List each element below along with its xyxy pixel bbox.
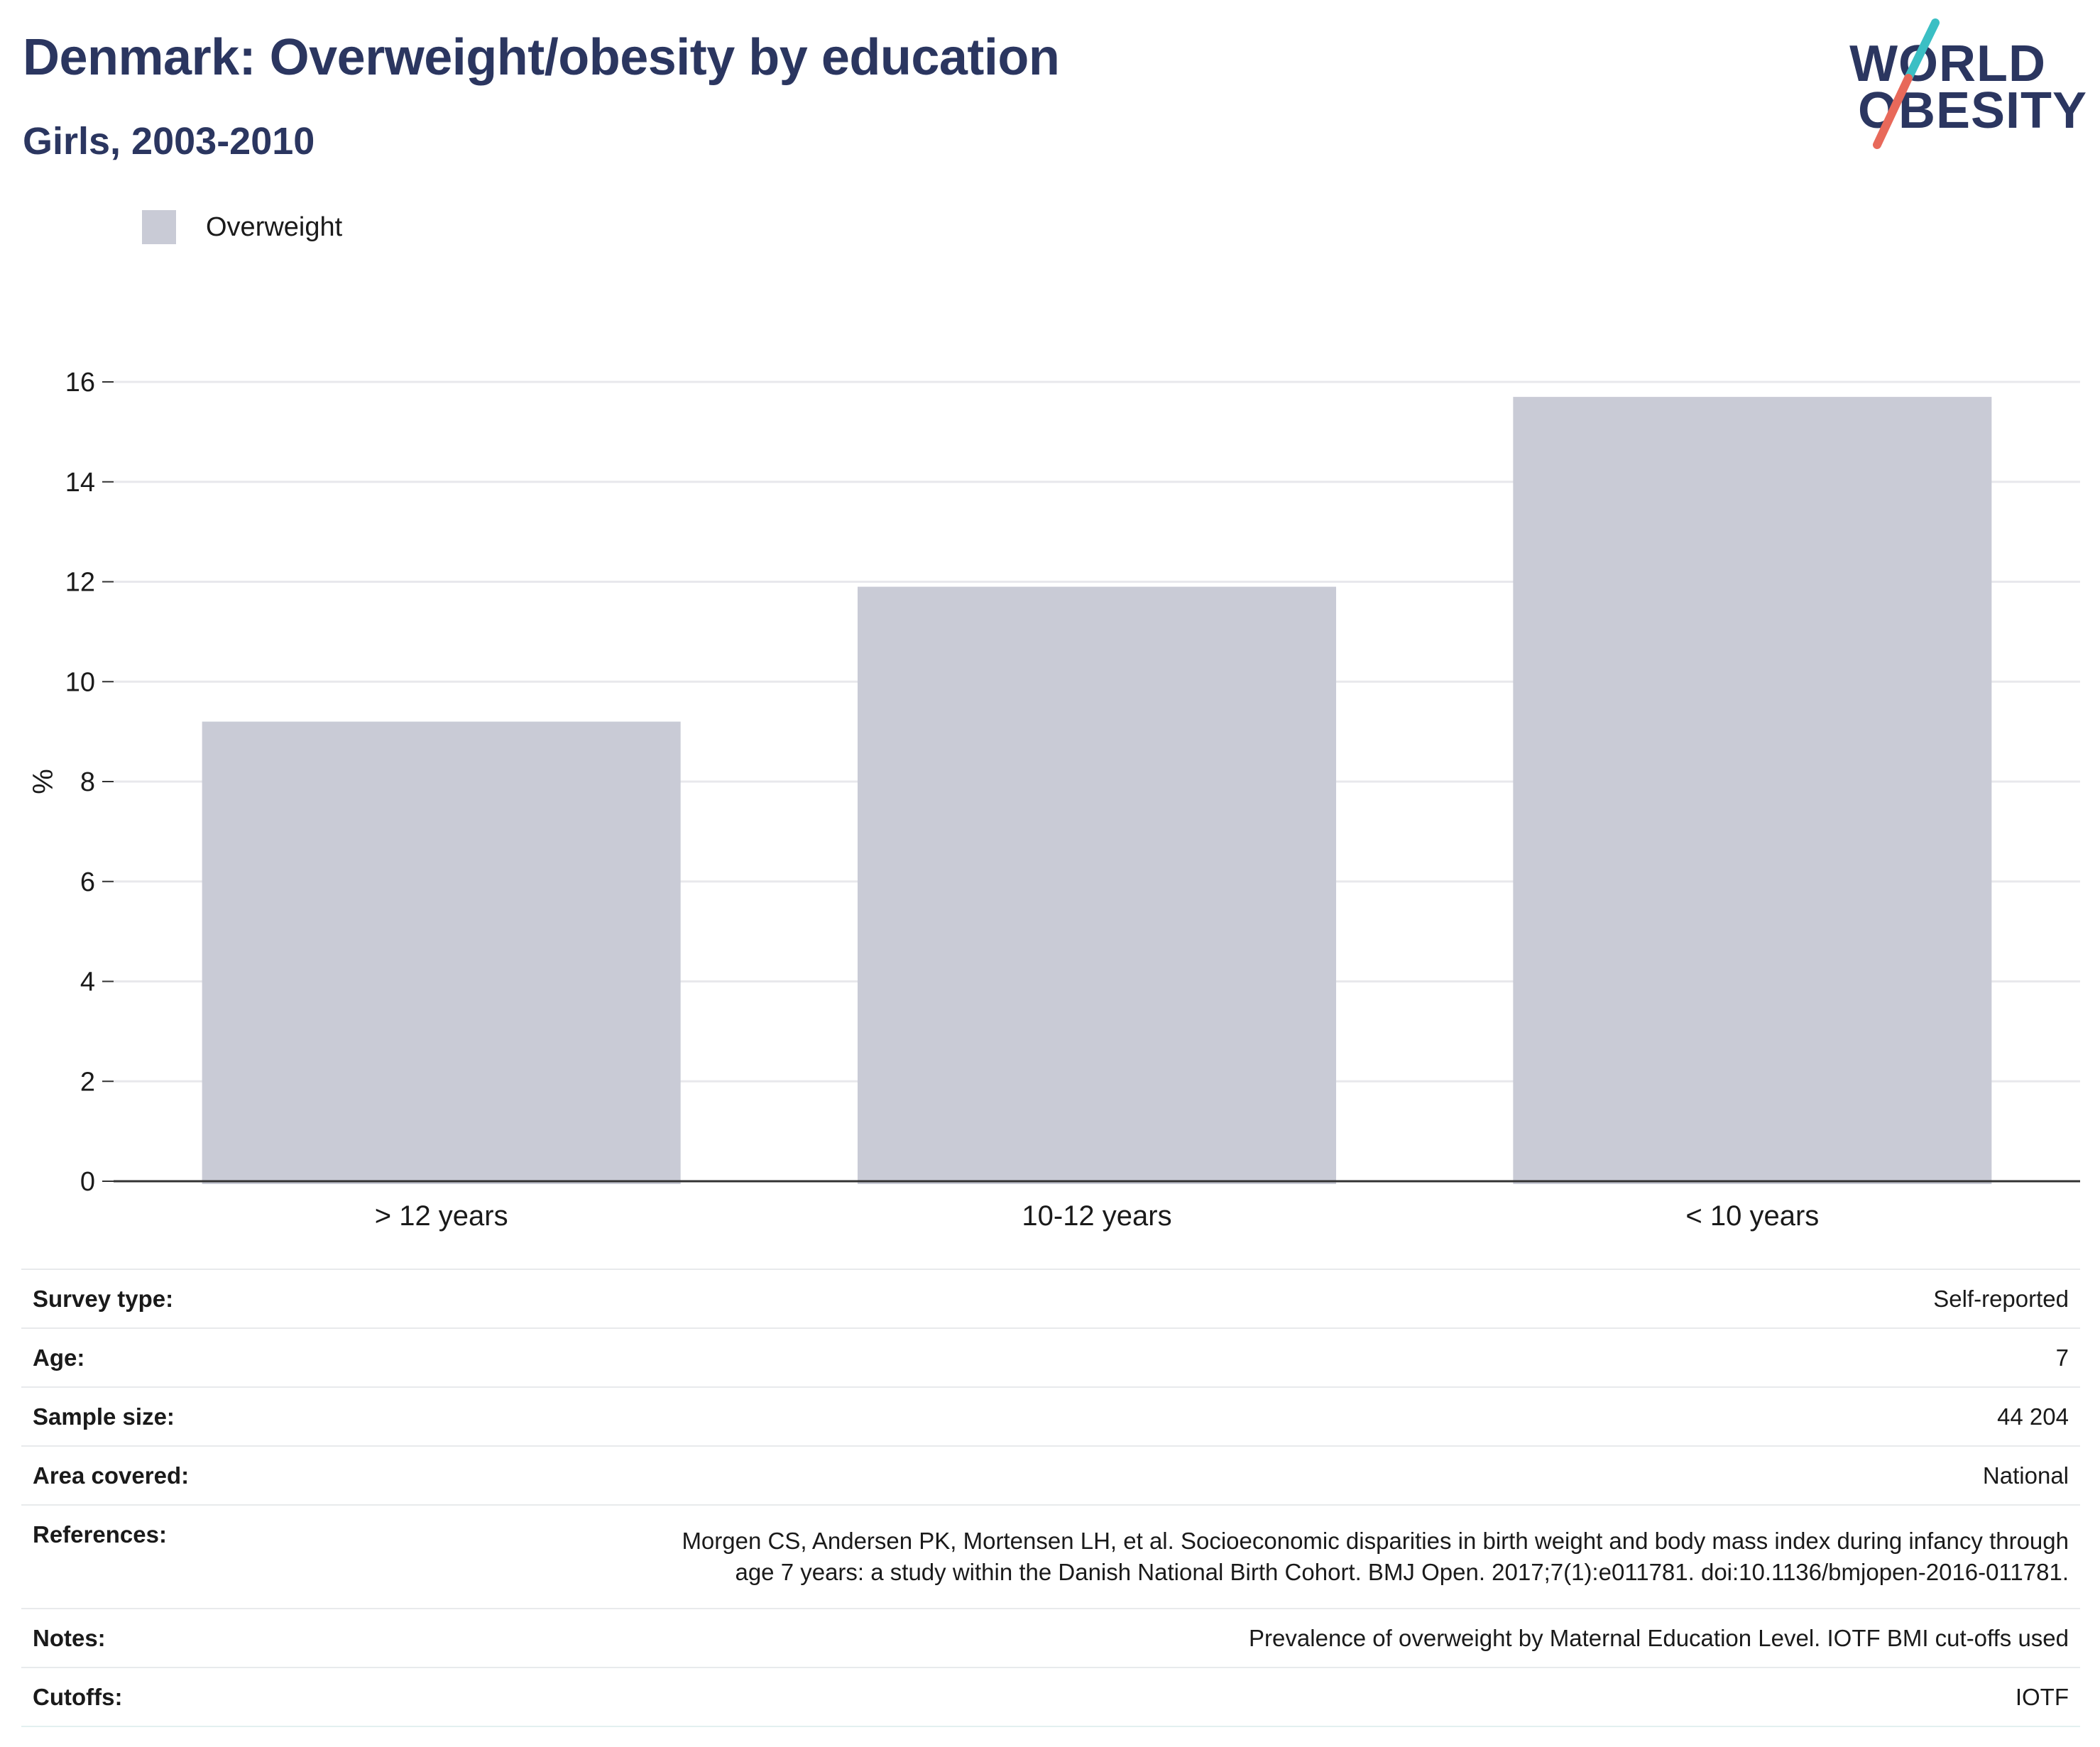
bars [202, 397, 1992, 1184]
info-value: 7 [342, 1327, 2080, 1387]
info-value: National [342, 1445, 2080, 1505]
legend-swatch-overweight[interactable] [142, 210, 176, 244]
bar[interactable] [1513, 397, 1992, 1184]
world-obesity-logo: WORLD OBESITY [1846, 17, 2087, 152]
y-tick-label: 16 [65, 368, 95, 398]
info-row: References: Morgen CS, Andersen PK, Morte… [21, 1504, 2080, 1609]
survey-info-table: Survey type: Self-reported Age: 7 Sample siz… [21, 1269, 2080, 1727]
info-key: Notes: [21, 1608, 342, 1667]
bar-chart: 0 2 4 6 8 10 12 14 16 > 12 years 10-12 years < 10 … [28, 368, 2080, 1232]
y-tick-label: 0 [80, 1167, 95, 1197]
info-row: Notes: Prevalence of overweight by Matern… [21, 1608, 2080, 1667]
x-tick-label: < 10 years [1685, 1200, 1819, 1232]
chart-subtitle: Girls, 2003-2010 [23, 120, 315, 163]
info-key: References: [21, 1504, 342, 1609]
y-tick-label: 8 [80, 767, 95, 797]
y-tick-label: 14 [65, 468, 95, 498]
info-value-line: age 7 years: a study within the Danish N… [735, 1559, 2069, 1585]
info-key: Area covered: [21, 1445, 342, 1505]
info-value-line: Morgen CS, Andersen PK, Mortensen LH, et… [682, 1528, 2069, 1554]
y-axis-label: % [28, 769, 59, 794]
info-key: Sample size: [21, 1386, 342, 1446]
y-tick-label: 2 [80, 1067, 95, 1097]
info-row: Area covered: National [21, 1445, 2080, 1505]
legend-label-overweight[interactable]: Overweight [206, 212, 343, 242]
info-value: 44 204 [342, 1386, 2080, 1446]
info-value: Prevalence of overweight by Maternal Edu… [342, 1608, 2080, 1667]
y-tick-label: 4 [80, 968, 95, 997]
info-row: Sample size: 44 204 [21, 1386, 2080, 1446]
info-value: Self-reported [342, 1269, 2080, 1328]
logo-text-world: WORLD [1849, 35, 2046, 92]
y-tick-label: 6 [80, 867, 95, 897]
y-tick-label: 12 [65, 568, 95, 598]
logo-slash-icon [1873, 18, 1940, 149]
x-tick-label: > 12 years [375, 1200, 508, 1232]
info-key: Cutoffs: [21, 1667, 342, 1727]
x-tick-label: 10-12 years [1022, 1200, 1171, 1232]
info-key: Age: [21, 1327, 342, 1387]
y-tick-label: 10 [65, 667, 95, 697]
bar[interactable] [857, 586, 1337, 1184]
x-axis-ticks: > 12 years 10-12 years < 10 years [375, 1200, 1820, 1232]
info-row: Age: 7 [21, 1327, 2080, 1387]
info-value: IOTF [342, 1667, 2080, 1727]
info-row: Survey type: Self-reported [21, 1269, 2080, 1328]
chart-title: Denmark: Overweight/obesity by education [23, 29, 1060, 86]
info-key: Survey type: [21, 1269, 342, 1328]
y-axis-ticks: 0 2 4 6 8 10 12 14 16 [65, 368, 114, 1197]
info-row: Cutoffs: IOTF [21, 1667, 2080, 1727]
info-value: Morgen CS, Andersen PK, Mortensen LH, et… [342, 1504, 2080, 1609]
bar[interactable] [202, 721, 681, 1184]
chart-legend: Overweight [142, 210, 342, 244]
